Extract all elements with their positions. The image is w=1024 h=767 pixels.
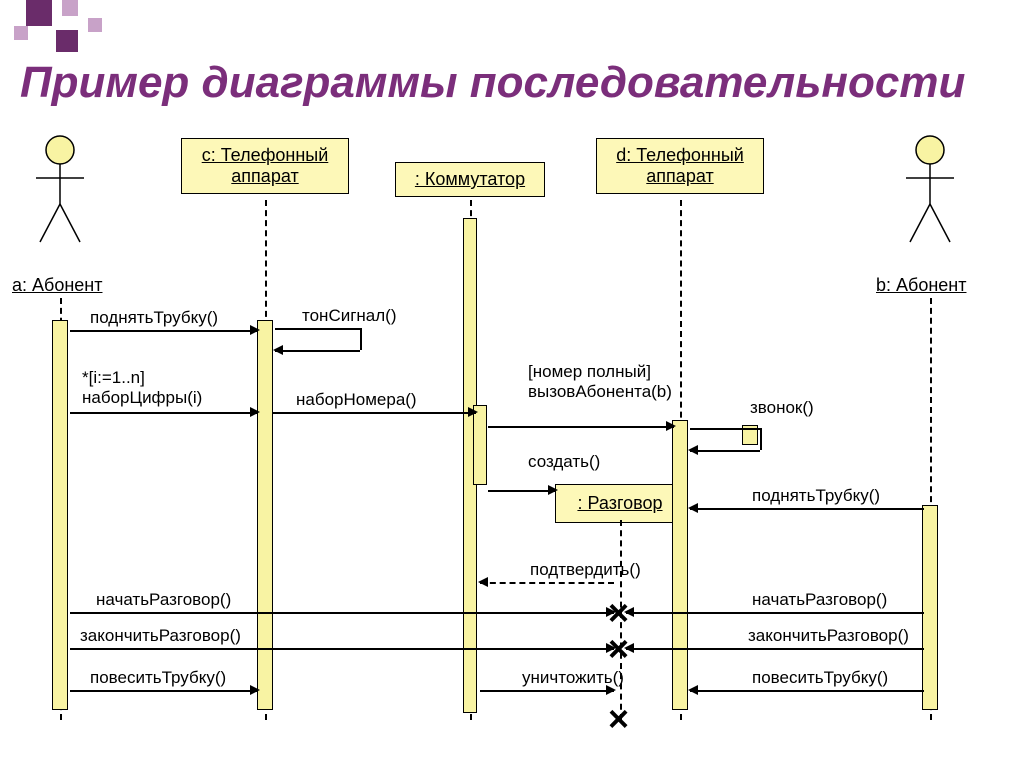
message-label: [номер полный] вызовАбонента(b) <box>528 362 672 402</box>
participant-d: d: Телефонный аппарат <box>596 138 764 194</box>
participant-switch: : Коммутатор <box>395 162 545 197</box>
message-label: начатьРазговор() <box>96 590 231 610</box>
actor-label-a: a: Абонент <box>12 275 102 296</box>
message-label: подтвердить() <box>530 560 641 580</box>
participant-label: c: Телефонный аппарат <box>202 145 329 186</box>
destroy-icon: × <box>608 698 629 740</box>
message-label: тонСигнал() <box>302 306 397 326</box>
message-label: повеситьТрубку() <box>752 668 888 688</box>
message-label: наборНомера() <box>296 390 417 410</box>
participant-label: : Коммутатор <box>415 169 525 189</box>
message-label: звонок() <box>750 398 814 418</box>
message-label: создать() <box>528 452 600 472</box>
message-label: повеситьТрубку() <box>90 668 226 688</box>
message-label: закончитьРазговор() <box>80 626 241 646</box>
message-label: закончитьРазговор() <box>748 626 909 646</box>
participant-c: c: Телефонный аппарат <box>181 138 349 194</box>
message-label: поднятьТрубку() <box>90 308 218 328</box>
participant-talk: : Разговор <box>555 484 685 523</box>
actor-label-b: b: Абонент <box>876 275 966 296</box>
message-label: поднятьТрубку() <box>752 486 880 506</box>
participant-label: : Разговор <box>577 493 662 513</box>
participant-label: d: Телефонный аппарат <box>616 145 744 186</box>
message-label: начатьРазговор() <box>752 590 887 610</box>
destroy-icon: × <box>608 628 629 670</box>
message-label: *[i:=1..n] наборЦифры(i) <box>82 368 202 408</box>
